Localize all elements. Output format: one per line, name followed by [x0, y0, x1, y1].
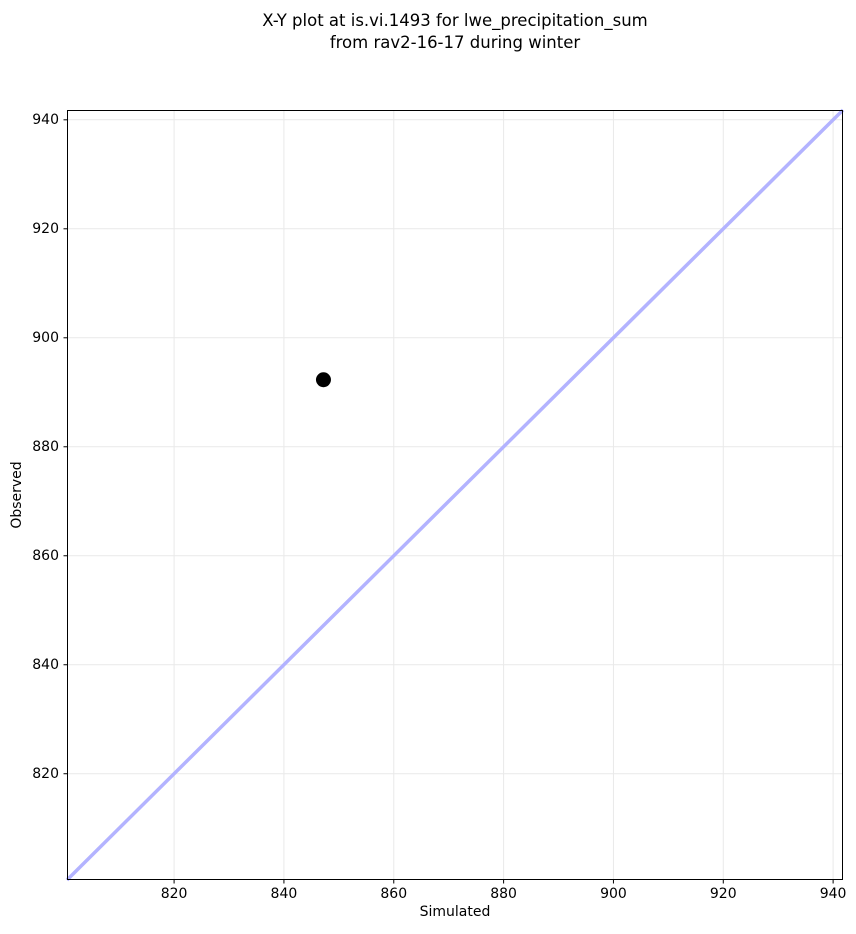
y-tick-label: 880 [32, 438, 59, 455]
y-tick-label: 940 [32, 111, 59, 128]
identity-line-line [65, 108, 845, 882]
plot-area [63, 108, 845, 884]
y-tick-label: 820 [32, 765, 59, 782]
x-tick-label: 900 [600, 886, 627, 902]
x-tick-label: 840 [270, 886, 298, 902]
y-tick-label: 900 [32, 329, 59, 346]
axes-spines [67, 110, 843, 880]
x-tick-label: 920 [709, 886, 737, 902]
chart-title: X-Y plot at is.vi.1493 for lwe_precipita… [262, 11, 648, 52]
x-tick-label: 940 [819, 886, 847, 902]
x-tick-label: 820 [160, 886, 188, 902]
y-tick-label: 920 [32, 220, 59, 237]
y-tick-label: 860 [32, 547, 59, 564]
y-axis-label: Observed [9, 461, 25, 529]
plot-canvas [63, 108, 845, 884]
y-tick-label: 840 [32, 656, 59, 673]
x-tick-label: 880 [490, 886, 517, 902]
data-point [315, 372, 331, 388]
x-axis-label: Simulated [419, 904, 491, 920]
x-tick-label: 860 [380, 886, 408, 902]
